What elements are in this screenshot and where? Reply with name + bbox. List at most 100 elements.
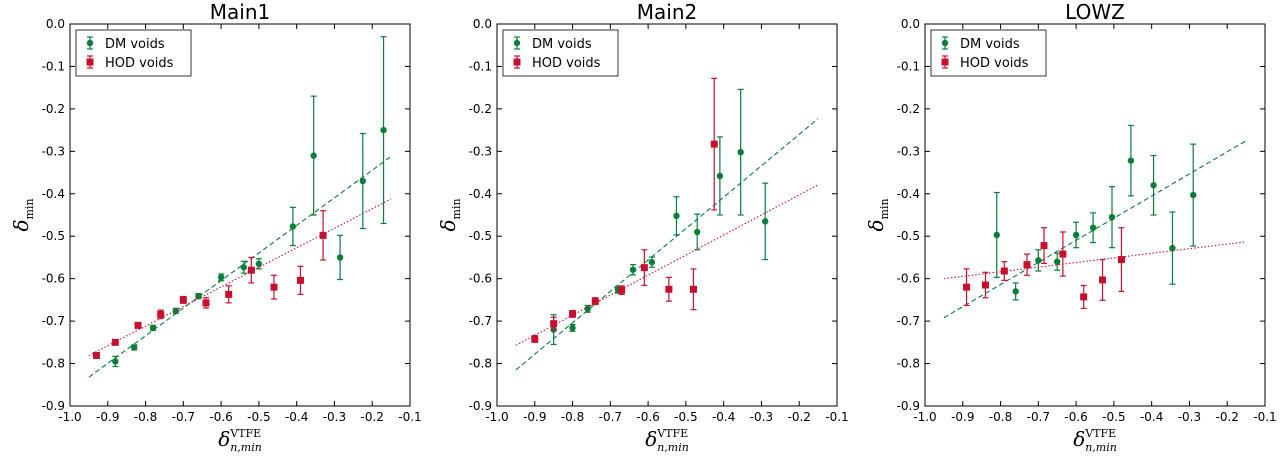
- dm-void-point: [310, 152, 317, 159]
- y-tick-label: -0.6: [897, 272, 920, 286]
- hod-void-point: [202, 299, 210, 307]
- x-tick-label: -0.3: [750, 410, 773, 424]
- hod-void-point: [531, 335, 539, 343]
- hod-void-point: [1059, 250, 1067, 258]
- x-tick-label: -0.8: [561, 410, 584, 424]
- x-tick-label: -0.1: [1253, 410, 1276, 424]
- dm-void-point: [1035, 257, 1042, 264]
- x-axis-label-part: n,min: [230, 441, 262, 454]
- dm-void-point: [240, 264, 247, 271]
- dm-fit-line: [88, 155, 392, 378]
- hod-void-point: [665, 285, 673, 293]
- legend-label: HOD voids: [532, 56, 601, 71]
- x-tick-label: -0.1: [825, 410, 848, 424]
- x-axis-label: δVTFE n,min: [1073, 427, 1117, 454]
- dm-fit-line: [515, 118, 819, 371]
- legend-hod-marker: [86, 58, 94, 66]
- hod-void-point: [319, 231, 327, 239]
- dm-void-point: [584, 305, 591, 313]
- plot-data: [515, 77, 819, 371]
- dm-void-point: [1054, 258, 1061, 265]
- y-tick-label: -0.7: [469, 314, 492, 328]
- dm-void-point: [673, 212, 680, 220]
- x-tick-label: -1.0: [58, 410, 81, 424]
- y-axis-label-part: min: [23, 198, 36, 219]
- hod-void-point: [92, 351, 100, 359]
- dm-void-point: [694, 228, 701, 236]
- y-tick-label: -0.3: [42, 144, 65, 158]
- dm-fit-line: [943, 140, 1247, 319]
- panel-lowz: LOWZ-1.0 -0.9 -0.8 -0.7 -0.6 -0.5 -0.4 -0.3 -0.2…: [864, 0, 1277, 454]
- x-axis-label-part: n,min: [657, 441, 689, 454]
- x-tick-label: -0.4: [712, 410, 735, 424]
- x-tick-label: -0.9: [523, 410, 546, 424]
- y-axis-label-part: min: [878, 198, 891, 219]
- dm-void-point: [1127, 157, 1135, 164]
- chart-title: Main2: [637, 0, 697, 24]
- x-axis-label-part: VTFE: [1084, 427, 1116, 440]
- y-tick-label: -0.1: [469, 59, 492, 73]
- y-tick-label: -0.9: [469, 399, 492, 413]
- legend-hod-marker: [513, 58, 521, 66]
- x-tick-label: -0.3: [1178, 410, 1201, 424]
- y-tick-label: 0.0: [473, 17, 492, 31]
- y-axis-label-part: δ: [9, 220, 33, 232]
- x-tick-label: -0.7: [1027, 410, 1050, 424]
- y-axis-label: δmin: [9, 198, 36, 231]
- y-tick-label: -0.8: [42, 357, 65, 371]
- legend: DM voids HOD voids: [930, 29, 1047, 77]
- legend-hod-marker: [941, 58, 949, 66]
- x-axis-label-part: δ: [1073, 427, 1085, 451]
- legend-label: DM voids: [960, 37, 1020, 52]
- legend-label: DM voids: [105, 37, 165, 52]
- dm-void-point: [1012, 288, 1019, 295]
- dm-void-point: [380, 126, 387, 134]
- hod-void-point: [963, 283, 971, 291]
- dm-void-point: [1169, 244, 1176, 252]
- hod-void-point: [1080, 293, 1088, 301]
- legend-label: HOD voids: [960, 56, 1029, 71]
- x-tick-label: -0.8: [134, 410, 157, 424]
- dm-void-point: [993, 231, 1000, 239]
- y-tick-label: 0.0: [46, 17, 65, 31]
- y-tick-label: -0.8: [469, 357, 492, 371]
- hod-void-point: [550, 320, 558, 328]
- plot-frame: [924, 23, 1266, 407]
- hod-void-point: [134, 321, 142, 329]
- legend-dm-marker: [513, 39, 521, 47]
- plot-frame: [496, 23, 838, 407]
- hod-void-point: [591, 297, 599, 305]
- y-tick-label: -0.4: [897, 187, 920, 201]
- x-axis-label-part: VTFE: [656, 427, 688, 440]
- hod-void-point: [569, 310, 577, 318]
- y-tick-label: -0.2: [42, 102, 65, 116]
- x-tick-label: -0.5: [247, 410, 270, 424]
- y-axis-label-part: δ: [436, 220, 460, 232]
- legend-box: [930, 29, 1047, 77]
- hod-fit-line: [515, 184, 819, 346]
- x-tick-label: -0.9: [951, 410, 974, 424]
- y-tick-label: -0.5: [42, 229, 65, 243]
- dm-void-point: [1089, 224, 1097, 231]
- y-tick-label: -0.1: [42, 59, 65, 73]
- hod-void-point: [179, 296, 187, 304]
- dm-void-point: [149, 324, 157, 332]
- legend: DM voids HOD voids: [75, 29, 192, 77]
- x-axis-label-part: VTFE: [229, 427, 261, 440]
- x-axis-label-part: n,min: [1085, 441, 1117, 454]
- y-tick-label: -0.4: [42, 187, 65, 201]
- y-tick-label: -0.9: [42, 399, 65, 413]
- plot-data: [943, 124, 1247, 319]
- dm-void-point: [716, 172, 724, 180]
- dm-void-point: [648, 258, 656, 266]
- y-tick-label: -0.2: [897, 102, 920, 116]
- x-axis-label: δVTFE n,min: [218, 427, 262, 454]
- hod-fit-line: [88, 198, 392, 356]
- hod-void-point: [710, 140, 718, 148]
- chart-title: Main1: [210, 0, 270, 24]
- hod-void-point: [247, 266, 255, 274]
- hod-void-point: [111, 338, 119, 346]
- hod-void-point: [618, 286, 626, 294]
- dm-void-point: [289, 223, 297, 230]
